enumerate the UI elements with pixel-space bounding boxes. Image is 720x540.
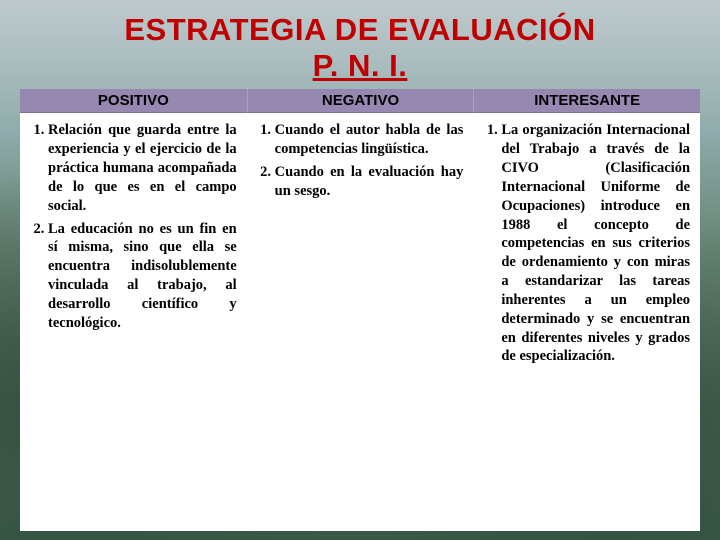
title-line1: ESTRATEGIA DE EVALUACIÓN — [20, 12, 700, 48]
slide-title: ESTRATEGIA DE EVALUACIÓN P. N. I. — [20, 12, 700, 83]
slide-container: ESTRATEGIA DE EVALUACIÓN P. N. I. POSITI… — [0, 0, 720, 540]
item-text: Relación que guarda entre la experiencia… — [48, 122, 237, 213]
pni-table: POSITIVO Relación que guarda entre la ex… — [20, 89, 700, 531]
column-positivo: POSITIVO Relación que guarda entre la ex… — [20, 89, 247, 531]
column-header: INTERESANTE — [473, 89, 700, 113]
column-interesante: INTERESANTE La organización Internaciona… — [473, 89, 700, 531]
list-item: Relación que guarda entre la experiencia… — [48, 121, 237, 215]
item-text: La organización Internacional del Trabaj… — [501, 122, 690, 364]
item-list: Cuando el autor habla de las competencia… — [257, 121, 464, 200]
list-item: La organización Internacional del Trabaj… — [501, 121, 690, 366]
column-header: POSITIVO — [20, 89, 247, 113]
column-body: Relación que guarda entre la experiencia… — [20, 113, 247, 531]
list-item: Cuando el autor habla de las competencia… — [275, 121, 464, 159]
column-negativo: NEGATIVO Cuando el autor habla de las co… — [247, 89, 474, 531]
column-body: La organización Internacional del Trabaj… — [473, 113, 700, 531]
list-item: Cuando en la evaluación hay un sesgo. — [275, 163, 464, 201]
item-text: La educación no es un fin en sí misma, s… — [48, 221, 237, 331]
list-item: La educación no es un fin en sí misma, s… — [48, 220, 237, 333]
column-header: NEGATIVO — [247, 89, 474, 113]
item-list: La organización Internacional del Trabaj… — [483, 121, 690, 366]
title-line2: P. N. I. — [20, 48, 700, 84]
item-list: Relación que guarda entre la experiencia… — [30, 121, 237, 332]
item-text: Cuando el autor habla de las competencia… — [275, 122, 464, 157]
column-body: Cuando el autor habla de las competencia… — [247, 113, 474, 531]
item-text: Cuando en la evaluación hay un sesgo. — [275, 164, 464, 199]
